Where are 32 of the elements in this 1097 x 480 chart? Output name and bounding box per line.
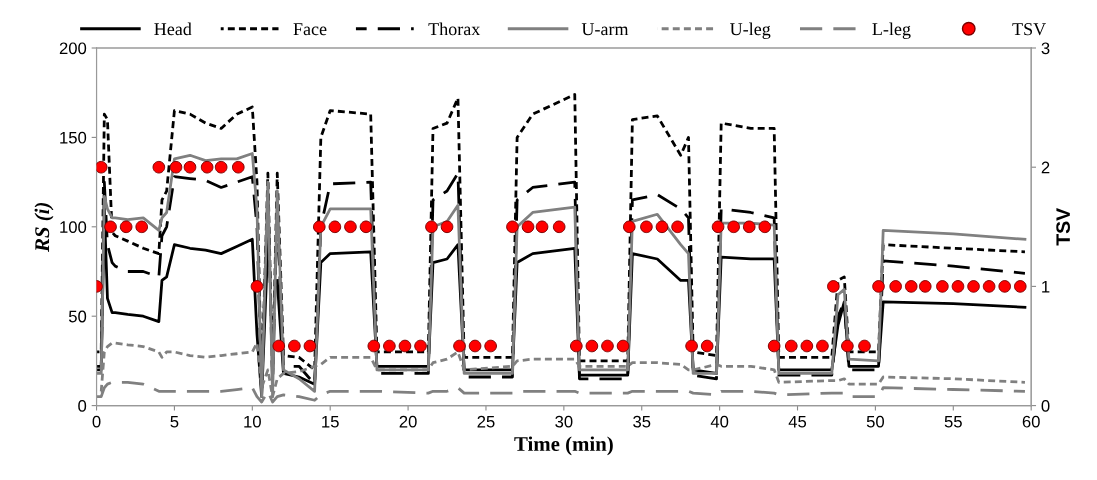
y-axis-title: RS (i) (34, 202, 54, 253)
y2-tick-label: 1 (1042, 280, 1050, 293)
x-axis-title: Time (min) (514, 436, 613, 456)
y-tick-label: 200 (59, 42, 87, 55)
x-tick-label: 10 (244, 415, 261, 428)
x-tick-label: 50 (866, 415, 885, 428)
x-tick-label: 55 (944, 415, 962, 428)
y-tick-label: 50 (68, 310, 87, 323)
x-tick-label: 35 (633, 415, 651, 428)
x-tick-label: 5 (170, 415, 179, 428)
y2-tick-label: 0 (1041, 400, 1050, 412)
legend-label: Face (293, 23, 327, 36)
x-tick-label: 45 (788, 415, 807, 428)
x-tick-label: 60 (1022, 415, 1040, 428)
legend-label: Thorax (428, 22, 481, 36)
legend-label: L-leg (872, 22, 911, 39)
y-tick-label: 0 (78, 400, 87, 412)
x-tick-label: 0 (92, 415, 101, 428)
x-tick-label: 30 (555, 415, 573, 428)
x-tick-label: 15 (322, 415, 339, 428)
legend-label: U-arm (581, 23, 629, 36)
legend-label: TSV (1012, 23, 1046, 36)
y2-axis-title: TSV (1056, 208, 1071, 246)
y-tick-label: 100 (60, 221, 87, 233)
y-tick-label: 150 (60, 131, 87, 144)
y2-tick-label: 2 (1041, 161, 1050, 174)
y2-tick-label: 3 (1041, 42, 1050, 55)
x-tick-label: 25 (477, 415, 495, 428)
legend-label: U-leg (730, 22, 771, 39)
legend-label: Head (154, 22, 192, 36)
x-tick-label: 20 (399, 415, 417, 428)
x-tick-label: 40 (710, 415, 729, 428)
